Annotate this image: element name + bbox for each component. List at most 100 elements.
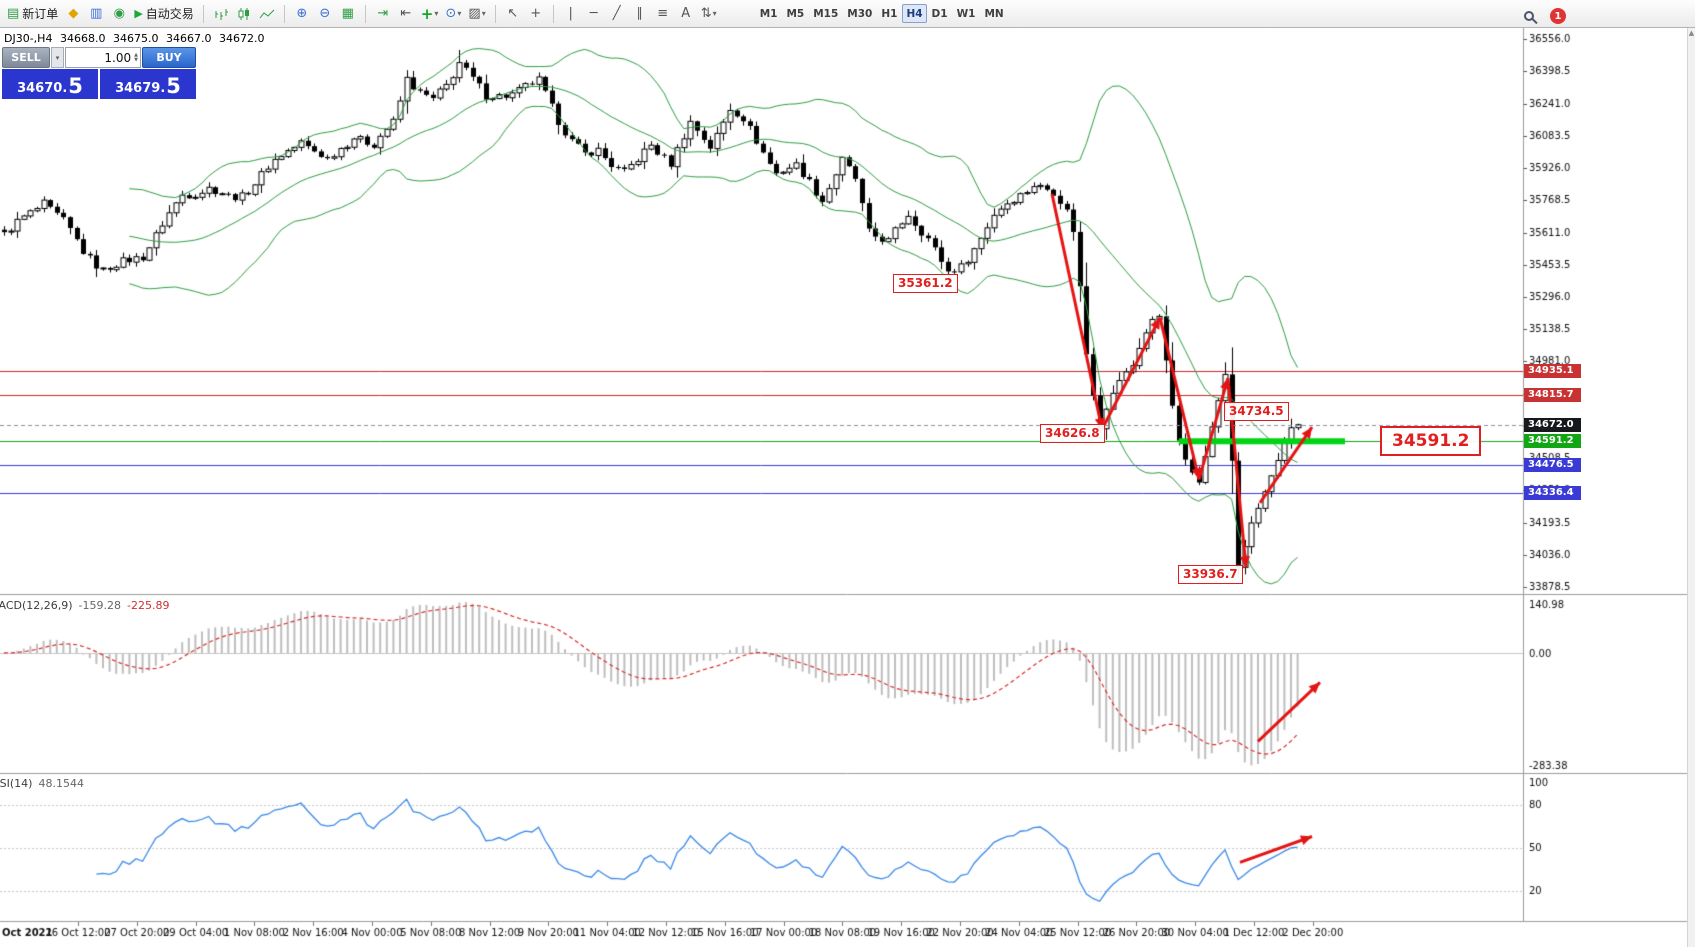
indicators-button[interactable]: + ▾ [418,3,442,25]
toolbar-separator [202,4,204,23]
trendline-button[interactable]: ╱ [606,3,628,25]
terminal-icon: ◉ [113,6,125,21]
symbol-period-label: DJ30-,H4 [4,32,53,45]
crosshair-icon: + [530,6,542,21]
new-order-label: 新订单 [22,7,59,21]
ohlc-close: 34672.0 [218,32,265,45]
timeframe-mn[interactable]: MN [984,7,1004,20]
auto-scroll-icon: ⇥ [377,6,389,21]
timeframe-m30[interactable]: M30 [847,7,873,20]
ohlc-low: 34667.0 [165,32,212,45]
chart-shift-button[interactable]: ⇤ [395,3,417,25]
autotrading-label: 自动交易 [145,7,194,21]
macd-main-value: -159.28 [78,599,122,612]
timeframe-m15[interactable]: M15 [813,7,839,20]
timeframe-m5[interactable]: M5 [786,7,805,20]
channel-icon: ∥ [636,6,643,21]
chart-shift-icon: ⇤ [400,6,412,21]
scroll-up-arrow[interactable]: ▲ [1688,29,1695,37]
new-order-button[interactable]: ▤ 新订单 [4,3,61,25]
search-button[interactable] [1518,5,1540,27]
zoom-out-icon: ⊖ [319,6,331,21]
chevron-down-icon: ▾ [434,9,439,18]
chevron-down-icon: ▾ [457,9,462,18]
fibonacci-button[interactable]: ≡ [652,3,674,25]
periods-clock-icon: ⊙ [445,6,457,21]
tile-windows-button[interactable]: ▦ [337,3,359,25]
metaeditor-icon: ◆ [68,6,79,21]
vertical-line-icon: | [568,6,573,21]
macd-indicator-label: MACD(12,26,9) -159.28 -225.89 [0,599,169,612]
text-icon: A [681,6,691,21]
vertical-line-button[interactable]: | [560,3,582,25]
trendline-icon: ╱ [612,6,621,21]
candlestick-button[interactable] [233,3,255,25]
volume-input[interactable]: 1.00 ▲ ▼ [65,47,141,68]
toolbar-separator [494,4,496,23]
sell-price-big-digit: 5 [68,74,83,98]
templates-button[interactable]: ▨ ▾ [465,3,488,25]
one-click-trading-panel: SELL ▾ 1.00 ▲ ▼ BUY 34670. 5 34679. 5 [2,47,196,99]
toolbar-separator [364,4,366,23]
buy-price-big-digit: 5 [166,74,181,98]
buy-price-value: 34679. [115,81,166,96]
buy-button[interactable]: BUY [142,47,196,68]
timeframe-d1[interactable]: D1 [931,7,948,20]
buy-price[interactable]: 34679. 5 [100,69,196,99]
sell-price-value: 34670. [17,81,68,96]
macd-signal-value: -225.89 [127,599,170,612]
arrows-button[interactable]: ⇅ ▾ [698,3,720,25]
stepper-up-icon[interactable]: ▲ [134,51,138,58]
autotrading-play-icon: ▶ [134,7,143,20]
timeframe-h1[interactable]: H1 [881,7,898,20]
new-order-icon: ▤ [7,6,20,21]
zoom-in-icon: ⊕ [296,6,308,21]
horizontal-line-icon: ─ [589,6,598,21]
macd-name: MACD(12,26,9) [0,599,73,612]
volume-value: 1.00 [104,50,132,65]
timeframe-m1[interactable]: M1 [759,7,778,20]
templates-icon: ▨ [468,6,481,21]
main-toolbar: ▤ 新订单 ◆ ▥ ◉ ▶ 自动交易 ⊕ ⊖ ▦ ⇥ ⇤ + ▾ ⊙ ▾ ▨ ▾ ↖ … [0,0,1695,28]
rsi-value: 48.1544 [38,777,84,790]
tile-windows-icon: ▦ [341,6,354,21]
line-chart-button[interactable] [256,3,278,25]
cursor-button[interactable]: ↖ [502,3,524,25]
stepper-down-icon[interactable]: ▼ [134,56,138,63]
sell-button[interactable]: SELL [2,47,50,68]
volume-dropdown-button[interactable]: ▾ [51,47,64,68]
zoom-out-button[interactable]: ⊖ [314,3,336,25]
rsi-indicator-label: RSI(14) 48.1544 [0,777,84,790]
crosshair-button[interactable]: + [525,3,547,25]
ohlc-open: 34668.0 [59,32,106,45]
fibonacci-icon: ≡ [657,6,669,21]
chevron-down-icon: ▾ [481,9,486,18]
zoom-in-button[interactable]: ⊕ [291,3,313,25]
bar-chart-button[interactable] [210,3,232,25]
sell-price[interactable]: 34670. 5 [2,69,98,99]
candlestick-icon [238,7,249,20]
chart-scrollbar[interactable]: ▲ [1687,28,1695,947]
market-watch-icon: ▥ [90,6,103,21]
volume-stepper[interactable]: ▲ ▼ [134,51,138,63]
toolbar-separator [552,4,554,23]
line-chart-icon [259,9,275,18]
arrows-icon: ⇅ [700,6,712,21]
text-button[interactable]: A [675,3,697,25]
cursor-icon: ↖ [507,6,519,21]
metaeditor-button[interactable]: ◆ [62,3,84,25]
timeframe-w1[interactable]: W1 [956,7,976,20]
rsi-name: RSI(14) [0,777,33,790]
terminal-button[interactable]: ◉ [108,3,130,25]
channel-button[interactable]: ∥ [629,3,651,25]
autotrading-button[interactable]: ▶ 自动交易 [131,3,196,25]
timeframe-h4[interactable]: H4 [902,4,927,23]
horizontal-line-button[interactable]: ─ [583,3,605,25]
chevron-down-icon: ▾ [712,9,717,18]
auto-scroll-button[interactable]: ⇥ [372,3,394,25]
notification-badge[interactable]: 1 [1550,8,1566,24]
market-watch-button[interactable]: ▥ [85,3,107,25]
bar-chart-icon [215,8,228,20]
periods-button[interactable]: ⊙ ▾ [442,3,464,25]
